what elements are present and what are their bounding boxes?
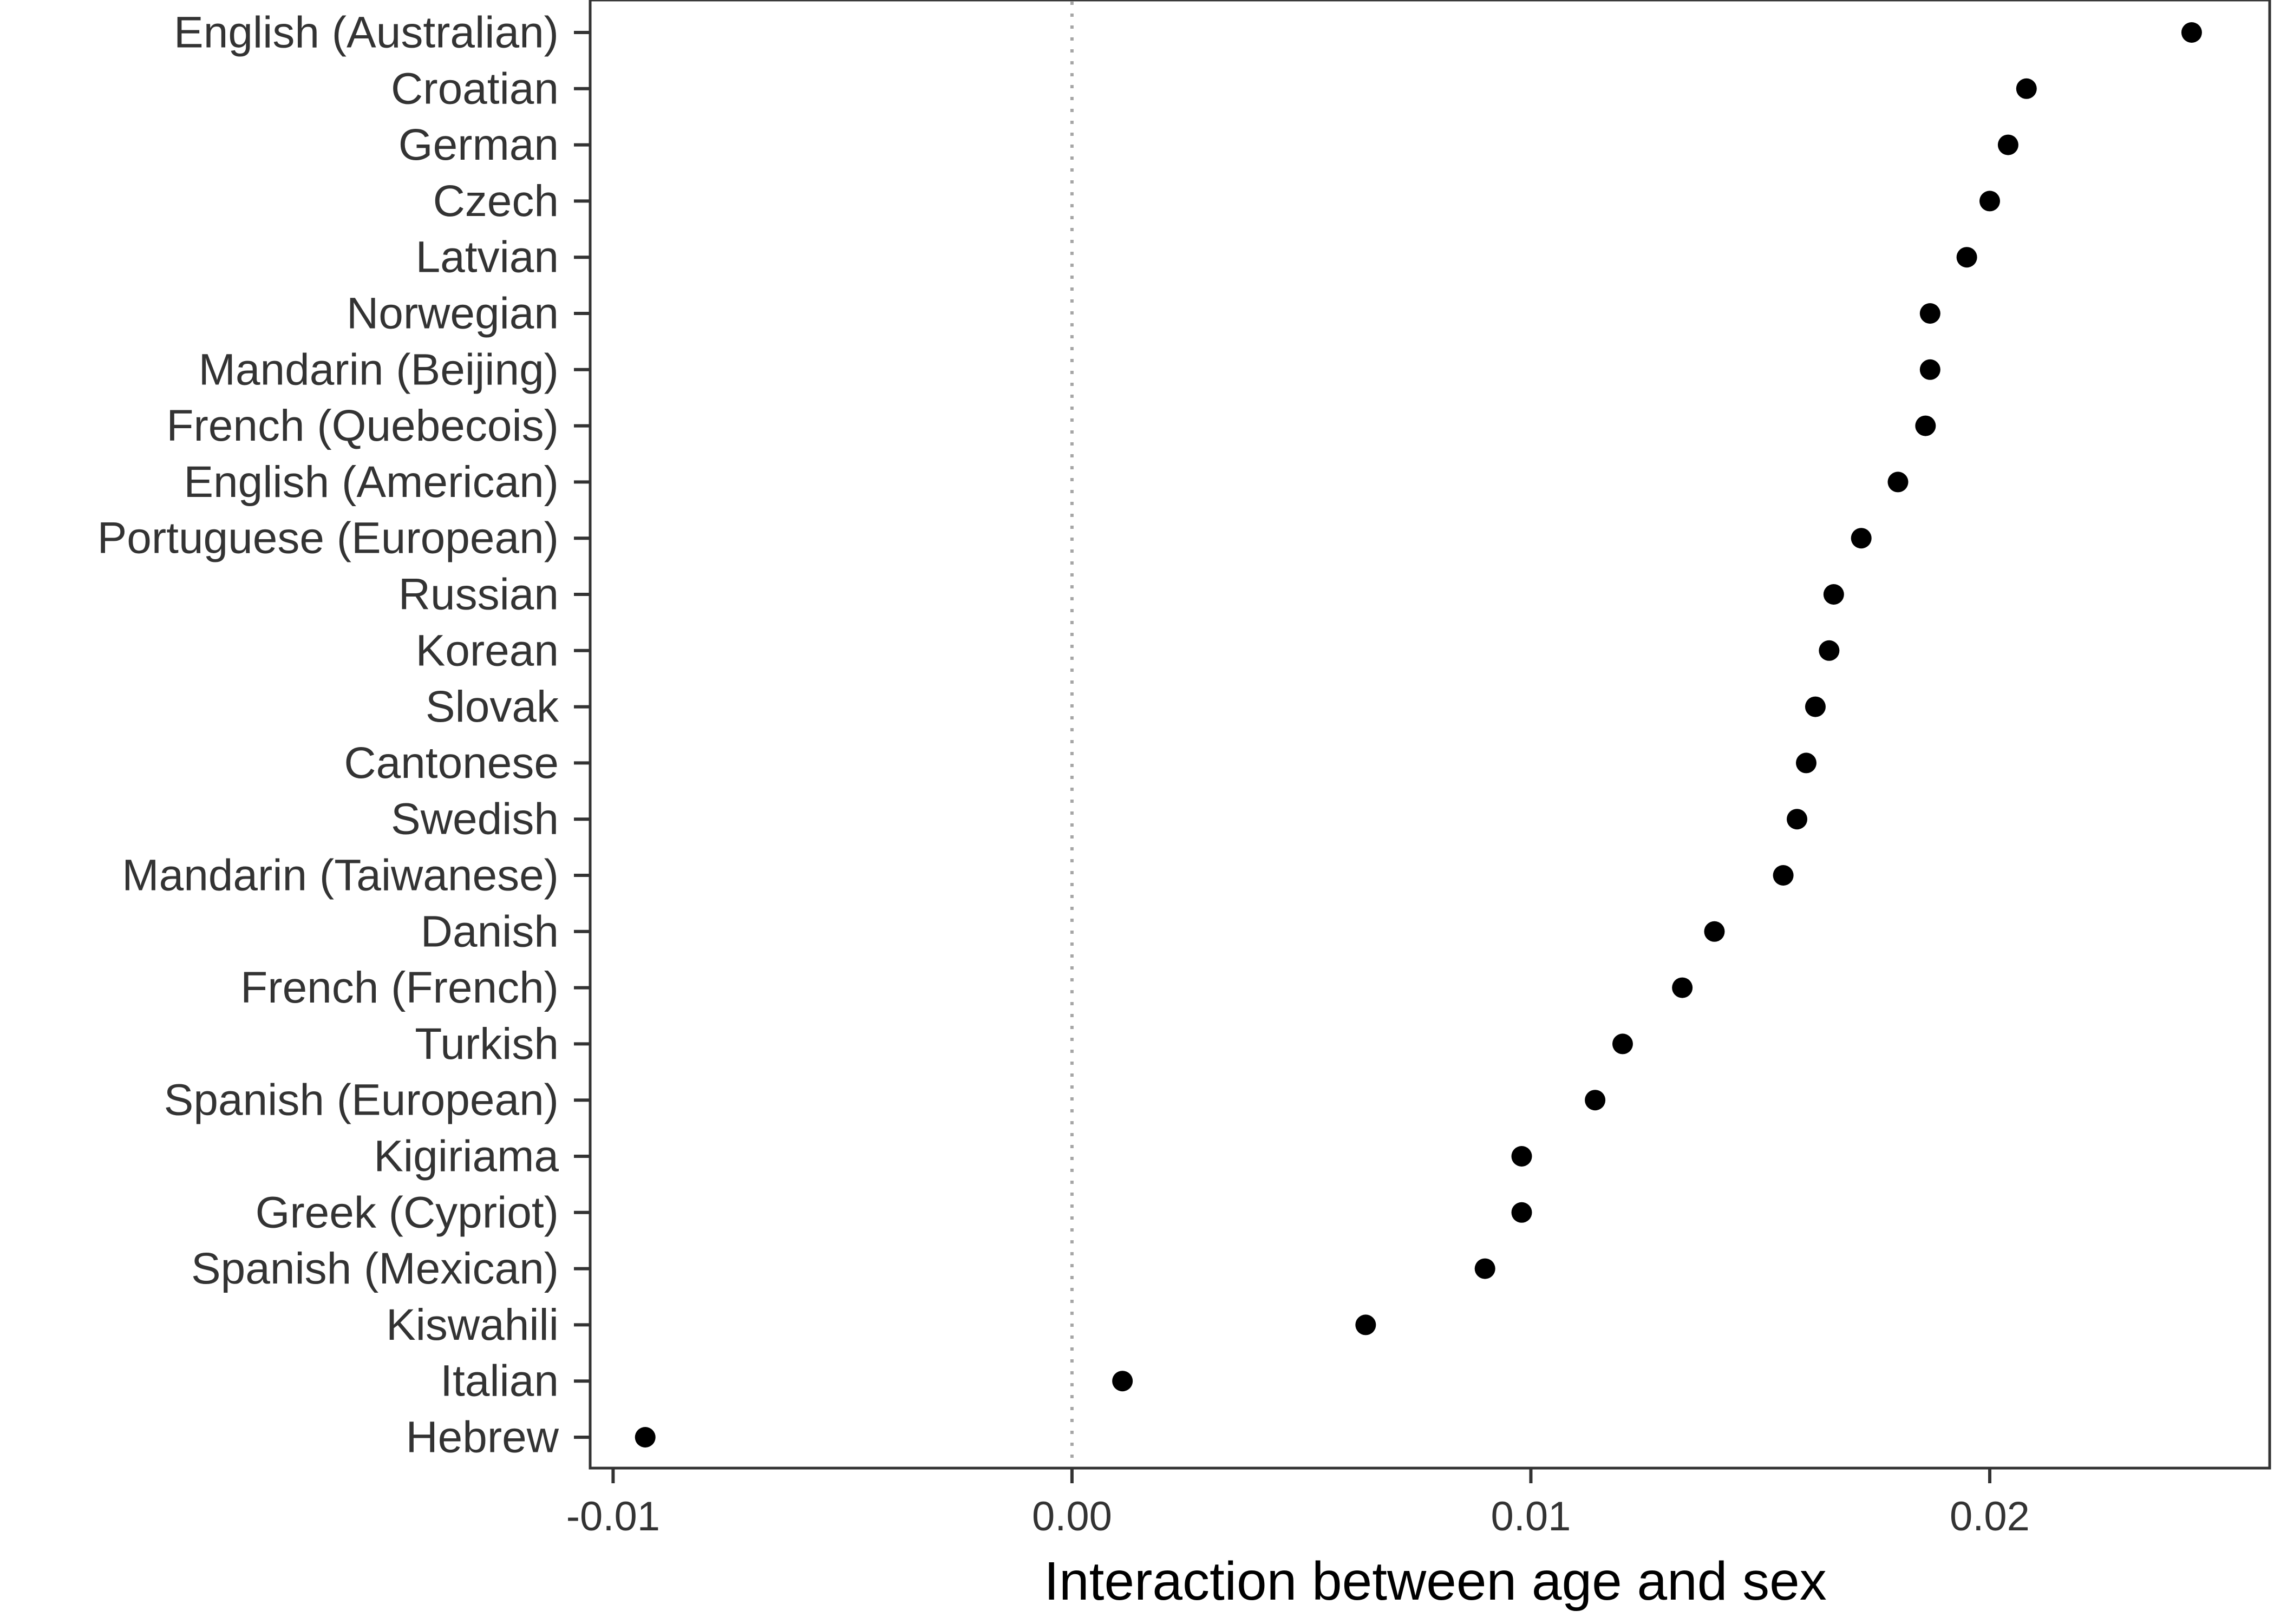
data-point <box>1585 1090 1606 1111</box>
y-tick-label: Latvian <box>416 233 559 282</box>
x-axis-title: Interaction between age and sex <box>1044 1551 1826 1612</box>
data-points <box>635 22 2202 1448</box>
data-point <box>1795 752 1816 774</box>
x-axis: -0.01 0.00 0.01 0.02 <box>566 1468 2030 1540</box>
data-point <box>2181 22 2202 43</box>
x-tick-label: 0.02 <box>1950 1494 2030 1540</box>
data-point <box>1511 1202 1532 1223</box>
y-tick-label: Russian <box>398 570 559 619</box>
y-tick-label: Spanish (European) <box>164 1076 559 1125</box>
y-axis: English (Australian) Croatian German Czech L… <box>97 8 590 1462</box>
y-tick-label: Portuguese (European) <box>97 514 559 563</box>
data-point <box>1773 865 1794 886</box>
data-point <box>1997 134 2018 155</box>
y-tick-label: English (American) <box>184 457 559 507</box>
data-point <box>635 1427 656 1448</box>
y-tick-label: French (French) <box>240 963 559 1012</box>
data-point <box>1919 303 1940 324</box>
data-point <box>1112 1371 1133 1392</box>
y-tick-label: Swedish <box>391 795 559 844</box>
data-point <box>1704 921 1725 942</box>
y-tick-label: Italian <box>440 1357 559 1406</box>
y-tick-label: Slovak <box>426 682 559 731</box>
data-point <box>1851 528 1872 549</box>
y-tick-label: English (Australian) <box>174 8 559 57</box>
y-tick-label: Danish <box>421 907 559 956</box>
y-tick-label: Korean <box>416 626 559 675</box>
data-point <box>1823 584 1844 605</box>
data-point <box>1887 472 1909 493</box>
data-point <box>1672 977 1693 998</box>
y-tick-label: Mandarin (Beijing) <box>199 345 559 394</box>
data-point <box>1355 1314 1376 1335</box>
y-tick-label: Mandarin (Taiwanese) <box>122 851 559 900</box>
y-tick-label: Croatian <box>391 64 559 113</box>
data-point <box>1787 809 1808 830</box>
data-point <box>1612 1033 1633 1055</box>
data-point <box>1956 247 1977 268</box>
x-tick-label: 0.00 <box>1032 1494 1112 1540</box>
y-tick-label: Hebrew <box>406 1413 559 1462</box>
y-tick-label: Spanish (Mexican) <box>191 1244 559 1293</box>
data-point <box>1915 415 1936 436</box>
x-tick-label: 0.01 <box>1491 1494 1571 1540</box>
plot-panel <box>589 0 2271 1470</box>
data-point <box>1919 359 1940 380</box>
y-tick-label: Kiswahili <box>386 1300 559 1350</box>
y-tick-label: French (Quebecois) <box>166 401 559 450</box>
data-point <box>2016 78 2037 99</box>
x-tick-label: -0.01 <box>566 1494 660 1540</box>
y-tick-label: German <box>398 120 559 169</box>
y-tick-label: Kigiriama <box>374 1132 559 1181</box>
y-tick-label: Greek (Cypriot) <box>256 1188 559 1237</box>
y-tick-label: Norwegian <box>347 289 559 338</box>
y-tick-label: Turkish <box>415 1019 559 1069</box>
data-point <box>1805 696 1826 717</box>
y-tick-label: Cantonese <box>344 738 559 788</box>
data-point <box>1819 640 1840 661</box>
data-point <box>1474 1258 1495 1279</box>
y-tick-label: Czech <box>433 176 559 226</box>
data-point <box>1511 1146 1532 1167</box>
data-point <box>1979 191 2000 212</box>
